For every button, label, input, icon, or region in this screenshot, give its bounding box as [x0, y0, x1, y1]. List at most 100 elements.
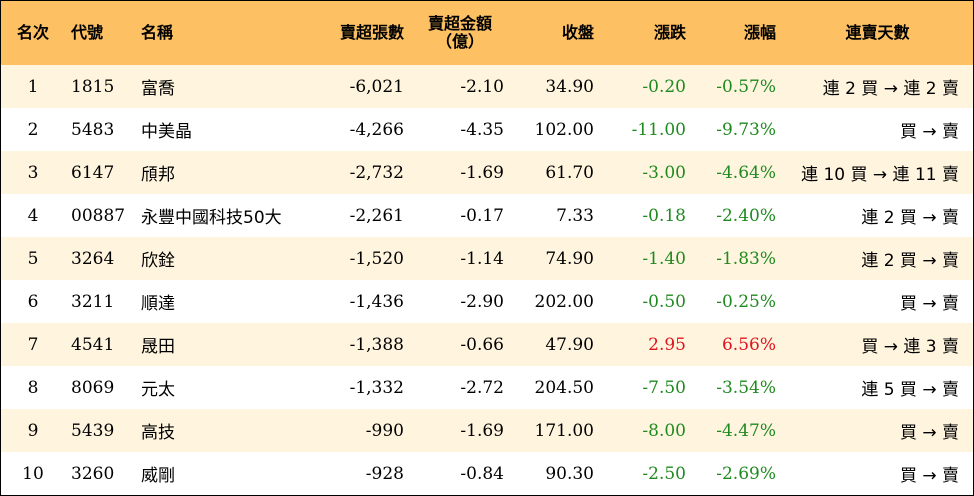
- cell-rank: 8: [27, 377, 39, 398]
- header-net-sell-amount-line1: 賣超金額: [427, 14, 492, 33]
- cell-rank: 10: [22, 463, 44, 484]
- cell-close: 102.00: [534, 119, 594, 140]
- cell-rank: 2: [27, 119, 39, 140]
- header-name: 名稱: [141, 23, 174, 42]
- cell-change: -0.18: [642, 205, 686, 226]
- header-change-pct: 漲幅: [743, 23, 776, 42]
- cell-change-pct: -2.40%: [716, 205, 776, 226]
- cell-change: -0.20: [642, 76, 686, 97]
- table-row: 10 3260 威剛 -928 -0.84 90.30 -2.50 -2.69% 買 → 賣: [1, 452, 973, 495]
- cell-net-sell-amount: -0.17: [460, 205, 504, 226]
- cell-streak: 連 2 買 → 賣: [861, 251, 959, 271]
- table-header-row: 名次 代號 名稱 賣超張數 賣超金額 （億） 收盤 漲跌 漲幅 連賣天數: [1, 1, 973, 65]
- cell-code: 3260: [71, 463, 115, 484]
- cell-net-sell-amount: -0.84: [460, 463, 504, 484]
- header-net-sell-lots: 賣超張數: [339, 23, 404, 42]
- cell-streak: 連 2 買 → 連 2 賣: [822, 79, 959, 99]
- cell-close: 90.30: [545, 463, 594, 484]
- cell-change: -3.00: [642, 162, 686, 183]
- cell-streak: 連 2 買 → 賣: [861, 208, 959, 228]
- cell-streak: 連 10 買 → 連 11 賣: [801, 165, 959, 185]
- cell-change-pct: -4.64%: [716, 162, 776, 183]
- cell-net-sell-amount: -4.35: [460, 119, 504, 140]
- table-row: 5 3264 欣銓 -1,520 -1.14 74.90 -1.40 -1.83% 連 2 買 …: [1, 237, 973, 280]
- cell-name: 晟田: [141, 337, 175, 357]
- cell-change-pct: -1.83%: [716, 248, 776, 269]
- cell-change: 2.95: [648, 334, 686, 355]
- cell-net-sell-amount: -1.14: [460, 248, 504, 269]
- cell-rank: 6: [27, 291, 39, 312]
- cell-close: 202.00: [534, 291, 594, 312]
- table-body: 1 1815 富喬 -6,021 -2.10 34.90 -0.20 -0.57% 連 2 買 …: [1, 65, 973, 495]
- header-net-sell-amount: 賣超金額 （億）: [410, 1, 510, 65]
- header-rank: 名次: [16, 23, 49, 42]
- table-row: 7 4541 晟田 -1,388 -0.66 47.90 2.95 6.56% 買 → 連 3 …: [1, 323, 973, 366]
- cell-net-sell-lots: -928: [365, 463, 404, 484]
- cell-change-pct: -4.47%: [716, 420, 776, 441]
- cell-net-sell-lots: -1,332: [349, 377, 404, 398]
- cell-streak: 買 → 賣: [899, 122, 959, 142]
- cell-change: -8.00: [642, 420, 686, 441]
- header-change: 漲跌: [653, 23, 686, 42]
- cell-net-sell-lots: -1,388: [349, 334, 404, 355]
- table-row: 1 1815 富喬 -6,021 -2.10 34.90 -0.20 -0.57% 連 2 買 …: [1, 65, 973, 108]
- cell-rank: 7: [27, 334, 39, 355]
- cell-code: 3211: [71, 291, 115, 312]
- cell-net-sell-amount: -2.72: [460, 377, 504, 398]
- cell-change-pct: -0.57%: [716, 76, 776, 97]
- cell-net-sell-amount: -1.69: [460, 420, 504, 441]
- cell-net-sell-lots: -1,520: [349, 248, 404, 269]
- cell-name: 威剛: [141, 466, 175, 486]
- cell-code: 8069: [71, 377, 115, 398]
- cell-name: 中美晶: [141, 122, 192, 142]
- cell-code: 4541: [71, 334, 115, 355]
- cell-rank: 4: [27, 205, 39, 226]
- cell-close: 204.50: [534, 377, 594, 398]
- cell-code: 5483: [71, 119, 115, 140]
- cell-name: 永豐中國科技50大: [141, 208, 282, 228]
- cell-name: 頎邦: [141, 165, 175, 185]
- cell-name: 富喬: [141, 79, 175, 99]
- cell-change-pct: -3.54%: [716, 377, 776, 398]
- cell-change: -0.50: [642, 291, 686, 312]
- cell-name: 順達: [141, 294, 175, 314]
- cell-rank: 9: [27, 420, 39, 441]
- cell-change-pct: 6.56%: [721, 334, 776, 355]
- cell-streak: 連 5 買 → 賣: [861, 380, 959, 400]
- cell-net-sell-amount: -0.66: [460, 334, 504, 355]
- cell-close: 7.33: [556, 205, 594, 226]
- cell-change: -11.00: [631, 119, 686, 140]
- cell-name: 欣銓: [141, 251, 175, 271]
- cell-change-pct: -9.73%: [716, 119, 776, 140]
- cell-close: 74.90: [545, 248, 594, 269]
- cell-net-sell-lots: -990: [365, 420, 404, 441]
- cell-net-sell-amount: -2.90: [460, 291, 504, 312]
- table-row: 8 8069 元太 -1,332 -2.72 204.50 -7.50 -3.54% 連 5 買…: [1, 366, 973, 409]
- header-code: 代號: [71, 23, 104, 42]
- cell-name: 元太: [141, 380, 175, 400]
- cell-rank: 3: [27, 162, 39, 183]
- cell-change: -2.50: [642, 463, 686, 484]
- cell-code: 3264: [71, 248, 115, 269]
- cell-close: 61.70: [545, 162, 594, 183]
- cell-net-sell-lots: -4,266: [349, 119, 404, 140]
- cell-net-sell-amount: -1.69: [460, 162, 504, 183]
- header-streak: 連賣天數: [845, 23, 910, 42]
- cell-close: 34.90: [545, 76, 594, 97]
- cell-change: -7.50: [642, 377, 686, 398]
- cell-net-sell-lots: -2,732: [349, 162, 404, 183]
- cell-code: 5439: [71, 420, 115, 441]
- cell-code: 00887: [71, 205, 126, 226]
- cell-streak: 買 → 連 3 賣: [861, 337, 959, 357]
- cell-net-sell-lots: -2,261: [349, 205, 404, 226]
- header-close: 收盤: [561, 23, 594, 42]
- cell-close: 47.90: [545, 334, 594, 355]
- cell-code: 1815: [71, 76, 115, 97]
- cell-change-pct: -0.25%: [716, 291, 776, 312]
- cell-change-pct: -2.69%: [716, 463, 776, 484]
- cell-net-sell-lots: -6,021: [349, 76, 404, 97]
- table-row: 3 6147 頎邦 -2,732 -1.69 61.70 -3.00 -4.64% 連 10 買…: [1, 151, 973, 194]
- cell-net-sell-lots: -1,436: [349, 291, 404, 312]
